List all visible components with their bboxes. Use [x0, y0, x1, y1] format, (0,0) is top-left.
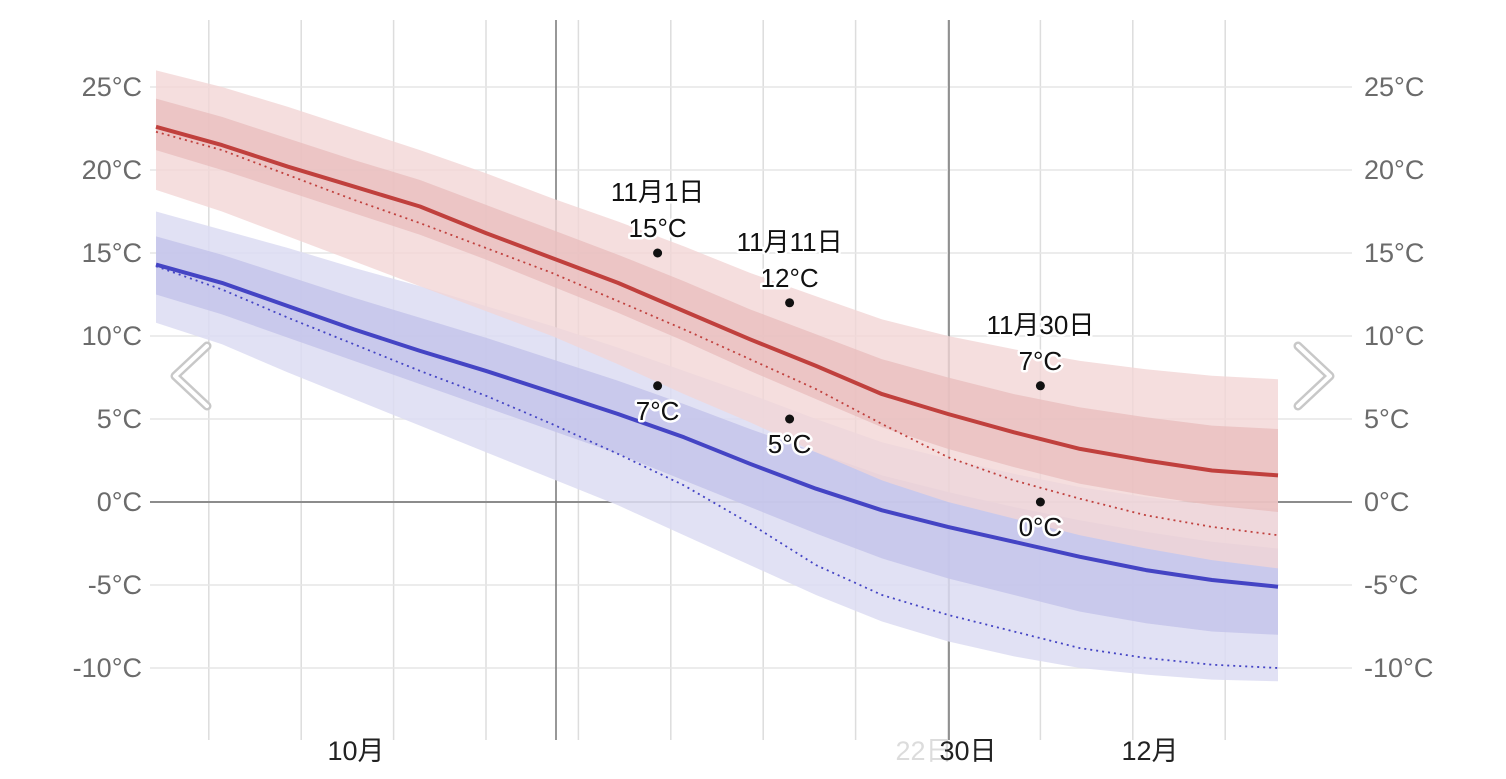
low-avg-line — [155, 262, 1279, 589]
y-tick-label-right: -5°C — [1364, 570, 1418, 600]
y-tick-label-left: -10°C — [73, 653, 142, 683]
annotation-low-label: 7°C — [636, 396, 680, 426]
y-tick-label-left: 15°C — [82, 238, 142, 268]
high-point — [1035, 381, 1045, 391]
x-tick-label: 12月 — [1121, 736, 1178, 766]
x-tick-label: 30日 — [939, 736, 996, 766]
x-tick-label: 10月 — [327, 736, 384, 766]
annotation-date: 11月1日 — [611, 177, 704, 207]
y-tick-label-right: 5°C — [1364, 404, 1409, 434]
high-point — [785, 298, 795, 308]
annotation-high-label: 12°C — [761, 263, 819, 293]
annotation-date: 11月30日 — [986, 310, 1094, 340]
annotations: 11月1日 15°C 7°C 11月11日 12°C 5°C 11月30日 7°C 0°C — [608, 175, 1096, 545]
y-tick-label-right: 0°C — [1364, 487, 1409, 517]
high-avg-line — [155, 124, 1279, 478]
y-tick-label-right: 15°C — [1364, 238, 1424, 268]
y-tick-label-right: 25°C — [1364, 72, 1424, 102]
high-point — [653, 248, 663, 258]
bands — [156, 70, 1278, 682]
annotation-low-label: 0°C — [1019, 512, 1063, 542]
chevron-left-icon-inner — [173, 344, 209, 408]
y-tick-label-right: 20°C — [1364, 155, 1424, 185]
prev-button[interactable] — [160, 330, 220, 420]
series-lines — [155, 124, 1279, 669]
y-tick-label-left: 5°C — [97, 404, 142, 434]
y-tick-label-left: 0°C — [97, 487, 142, 517]
low-band-inner — [156, 236, 1278, 635]
high-record-line — [155, 130, 1279, 537]
low-point — [785, 414, 795, 424]
annotation-date: 11月11日 — [737, 227, 843, 257]
y-tick-label-left: 20°C — [82, 155, 142, 185]
y-tick-label-right: 10°C — [1364, 321, 1424, 351]
y-tick-label-left: 25°C — [82, 72, 142, 102]
axes: 25°C 25°C 20°C 20°C 15°C 15°C 10°C 10°C 5°C 5°C 0°… — [73, 72, 1434, 766]
annotation-low-label: 5°C — [768, 429, 812, 459]
y-tick-label-left: -5°C — [88, 570, 142, 600]
y-tick-label-left: 10°C — [82, 321, 142, 351]
y-tick-label-right: -10°C — [1364, 653, 1433, 683]
annotation-high-label: 7°C — [1019, 346, 1063, 376]
next-button[interactable] — [1285, 330, 1345, 420]
chevron-right-icon-inner — [1296, 344, 1332, 408]
low-point — [653, 381, 663, 391]
annotation-high-label: 15°C — [629, 213, 687, 243]
low-record-line — [155, 265, 1279, 669]
low-point — [1035, 497, 1045, 507]
x-tick-ghost-label: 22日 — [895, 736, 952, 766]
high-band-inner — [156, 98, 1278, 512]
